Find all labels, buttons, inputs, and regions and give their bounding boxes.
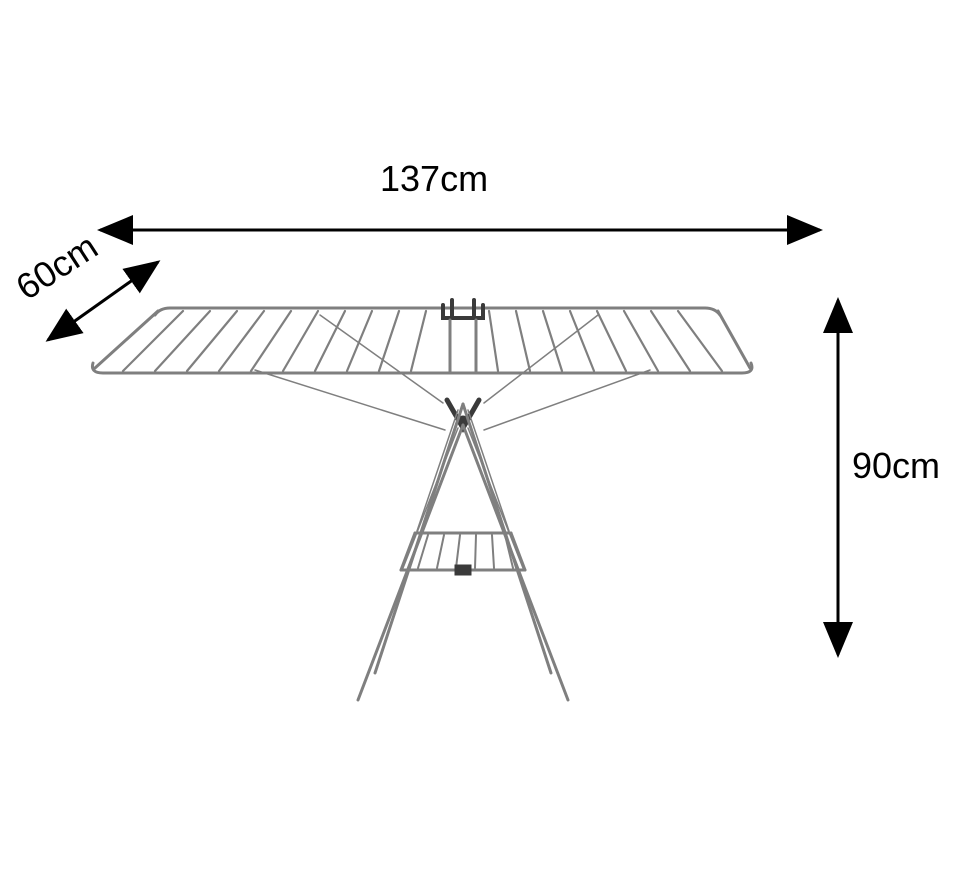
depth-dimension-arrow [48,262,158,340]
drying-rack [92,300,752,700]
diagram-container: 137cm 60cm 90cm [0,0,971,892]
rack-bars [123,311,722,371]
diagram-svg [0,0,971,892]
